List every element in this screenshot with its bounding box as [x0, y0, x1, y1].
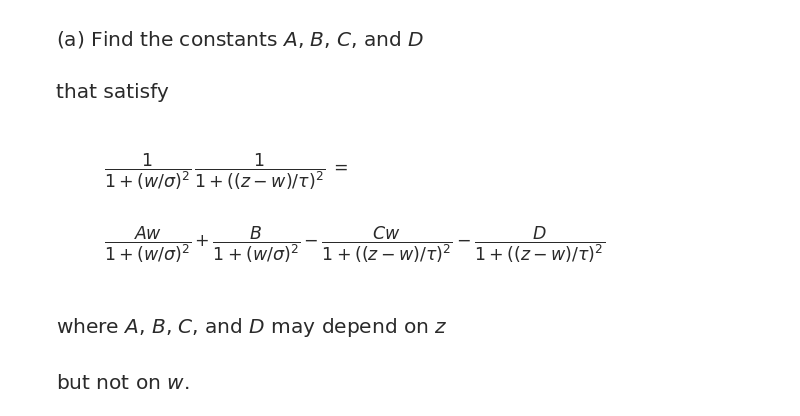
Text: $\dfrac{1}{1+(w/\sigma)^2}\,\dfrac{1}{1+((z-w)/\tau)^2}\;=$: $\dfrac{1}{1+(w/\sigma)^2}\,\dfrac{1}{1+…: [104, 152, 348, 192]
Text: but not on $\mathit{w}$.: but not on $\mathit{w}$.: [56, 374, 190, 394]
Text: (a) Find the constants $\mathit{A}$, $\mathit{B}$, $\mathit{C}$, and $\mathit{D}: (a) Find the constants $\mathit{A}$, $\m…: [56, 29, 424, 50]
Text: where $\mathit{A}$, $\mathit{B}$, $\mathit{C}$, and $\mathit{D}$ may depend on $: where $\mathit{A}$, $\mathit{B}$, $\math…: [56, 316, 448, 339]
Text: that satisfy: that satisfy: [56, 83, 169, 102]
Text: $\dfrac{Aw}{1+(w/\sigma)^2}+\dfrac{B}{1+(w/\sigma)^2}-\dfrac{Cw}{1+((z-w)/\tau)^: $\dfrac{Aw}{1+(w/\sigma)^2}+\dfrac{B}{1+…: [104, 225, 605, 265]
